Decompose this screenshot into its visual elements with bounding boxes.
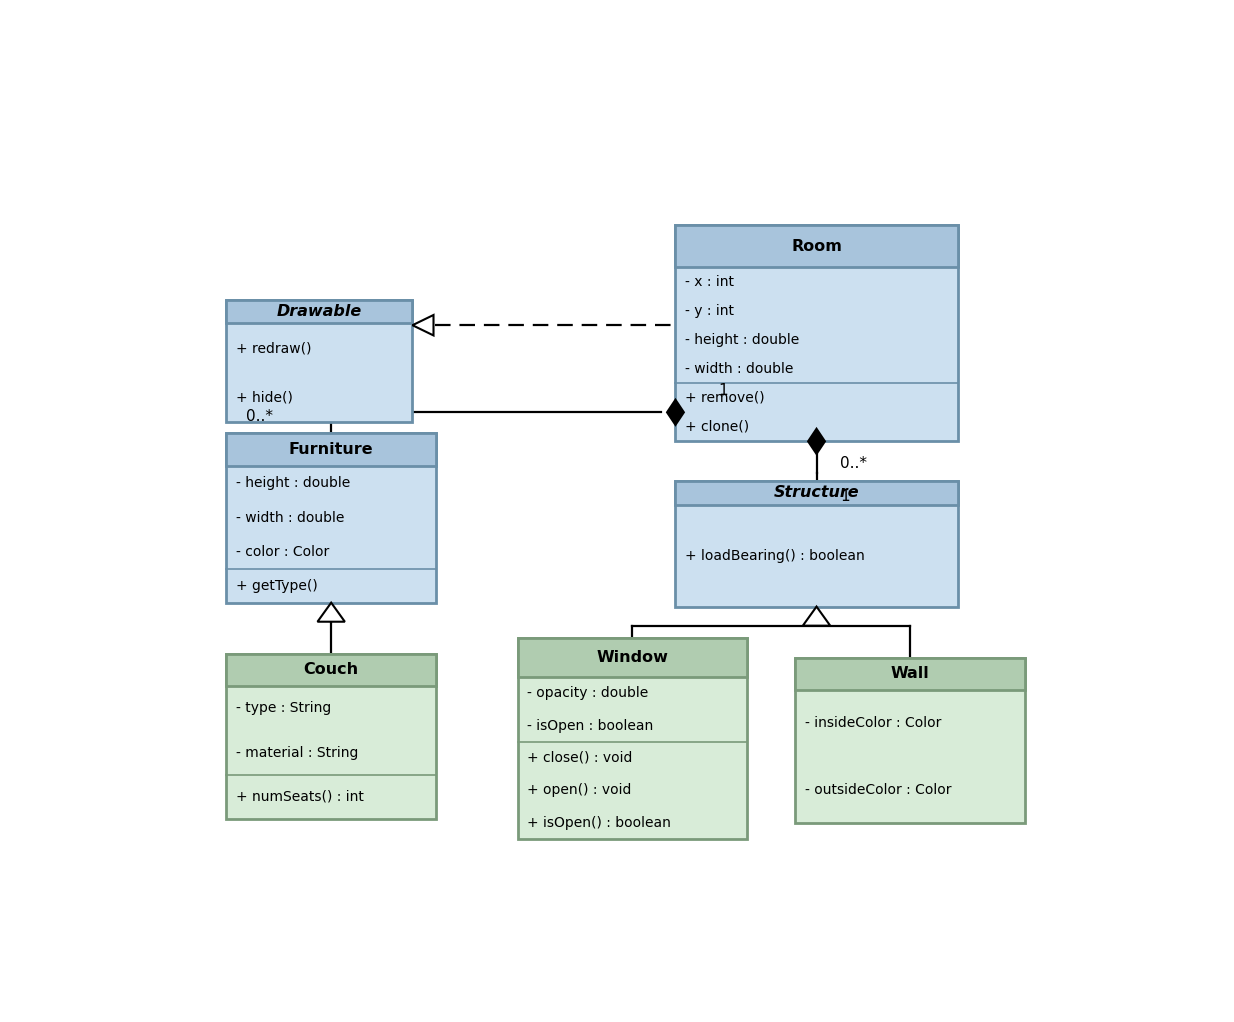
- Text: - insideColor : Color: - insideColor : Color: [805, 716, 942, 731]
- Text: 0..*: 0..*: [246, 409, 273, 424]
- Bar: [226, 433, 437, 466]
- Text: + numSeats() : int: + numSeats() : int: [236, 790, 364, 804]
- Text: + isOpen() : boolean: + isOpen() : boolean: [527, 816, 671, 830]
- Bar: [226, 433, 437, 603]
- Bar: [795, 658, 1024, 690]
- Polygon shape: [803, 607, 830, 625]
- Bar: [226, 654, 437, 819]
- Text: + close() : void: + close() : void: [527, 751, 633, 765]
- Text: - material : String: - material : String: [236, 746, 358, 759]
- Text: + hide(): + hide(): [236, 390, 292, 404]
- Text: - width : double: - width : double: [685, 362, 793, 376]
- Text: - isOpen : boolean: - isOpen : boolean: [527, 718, 654, 733]
- Text: - height : double: - height : double: [236, 476, 349, 491]
- Text: - y : int: - y : int: [685, 304, 734, 318]
- Text: Room: Room: [791, 238, 842, 253]
- Bar: [518, 638, 747, 678]
- Text: + getType(): + getType(): [236, 578, 317, 593]
- Polygon shape: [317, 603, 344, 621]
- Bar: [795, 658, 1024, 823]
- Text: - height : double: - height : double: [685, 333, 800, 346]
- Bar: [675, 225, 958, 267]
- Text: - opacity : double: - opacity : double: [527, 687, 649, 700]
- Bar: [518, 638, 747, 839]
- Text: Structure: Structure: [774, 485, 859, 501]
- Text: Window: Window: [596, 650, 669, 665]
- Text: - x : int: - x : int: [685, 275, 734, 288]
- Text: + loadBearing() : boolean: + loadBearing() : boolean: [685, 549, 865, 563]
- Bar: [226, 299, 412, 324]
- Polygon shape: [808, 429, 826, 454]
- Text: - type : String: - type : String: [236, 701, 331, 715]
- Text: + clone(): + clone(): [685, 420, 749, 433]
- Text: - outsideColor : Color: - outsideColor : Color: [805, 783, 951, 797]
- Bar: [675, 480, 958, 505]
- Text: 1: 1: [840, 489, 850, 504]
- Polygon shape: [412, 315, 433, 335]
- Bar: [675, 225, 958, 442]
- Text: Wall: Wall: [891, 666, 929, 682]
- Polygon shape: [668, 400, 684, 425]
- Text: 1: 1: [718, 383, 728, 399]
- Bar: [226, 654, 437, 686]
- Text: + open() : void: + open() : void: [527, 783, 632, 797]
- Bar: [226, 299, 412, 422]
- Bar: [675, 480, 958, 607]
- Text: + remove(): + remove(): [685, 390, 765, 405]
- Text: Drawable: Drawable: [276, 305, 362, 319]
- Text: - color : Color: - color : Color: [236, 545, 328, 559]
- Text: Couch: Couch: [304, 662, 359, 678]
- Text: - width : double: - width : double: [236, 511, 344, 524]
- Text: Furniture: Furniture: [289, 443, 374, 458]
- Text: + redraw(): + redraw(): [236, 341, 311, 355]
- Text: 0..*: 0..*: [840, 456, 868, 471]
